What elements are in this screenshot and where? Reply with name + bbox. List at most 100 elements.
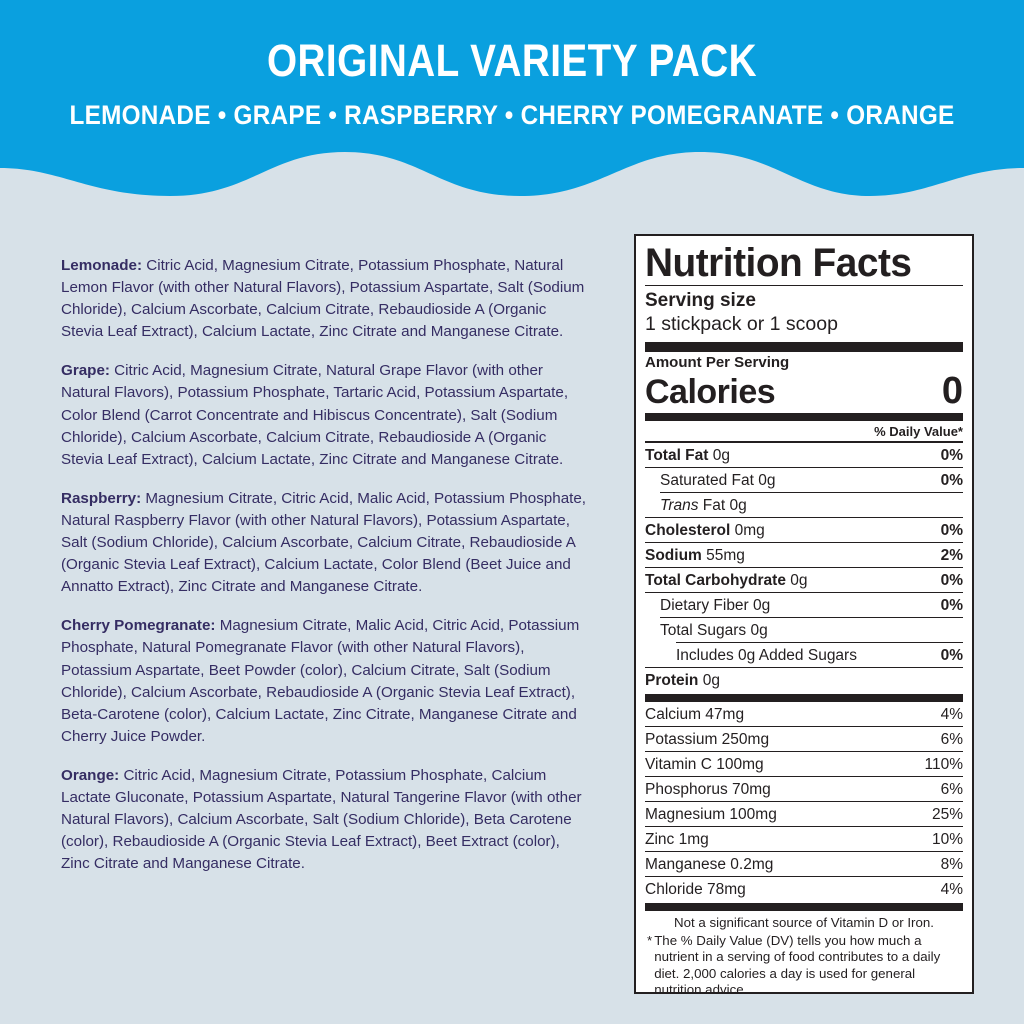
ingredient-flavor-name: Orange: bbox=[61, 766, 120, 784]
divider-under-title bbox=[645, 285, 963, 286]
calories-value: 0 bbox=[941, 370, 963, 412]
divider-thick-footnote bbox=[645, 903, 963, 911]
divider bbox=[645, 567, 963, 568]
footnote-star-symbol: * bbox=[647, 932, 653, 948]
divider-under-dv-header bbox=[645, 441, 963, 443]
ingredient-flavor-name: Lemonade: bbox=[61, 257, 143, 274]
vitamin-dv: 8% bbox=[940, 855, 963, 873]
ingredient-flavor-list: Citric Acid, Magnesium Citrate, Potassiu… bbox=[61, 766, 582, 873]
divider bbox=[645, 801, 963, 802]
amount-per-serving-label: Amount Per Serving bbox=[645, 354, 790, 371]
footnote-not-significant-source: Not a significant source of Vitamin D or… bbox=[674, 915, 934, 930]
vitamin-row-calcium: Calcium 47mg 4% bbox=[645, 702, 963, 726]
nutrient-dv: 0% bbox=[940, 471, 963, 489]
divider bbox=[645, 467, 963, 468]
ingredient-flavor-list: Magnesium Citrate, Malic Acid, Citric Ac… bbox=[61, 617, 580, 745]
nutrient-amount: 0g bbox=[790, 571, 808, 589]
nutrition-facts-title: Nutrition Facts bbox=[645, 241, 912, 285]
nutrient-amount: 0g bbox=[702, 671, 720, 689]
footnote-daily-value-text: The % Daily Value (DV) tells you how muc… bbox=[654, 932, 941, 998]
nutrient-name: Trans bbox=[660, 496, 699, 514]
nutrient-amount: 0g bbox=[753, 596, 771, 614]
vitamin-dv: 4% bbox=[940, 705, 963, 723]
vitamin-dv: 25% bbox=[931, 805, 963, 823]
nutrient-row-dietary-fiber: Dietary Fiber 0g 0% bbox=[645, 593, 963, 617]
vitamin-row-potassium: Potassium 250mg 6% bbox=[645, 727, 963, 751]
calories-label: Calories bbox=[645, 373, 776, 411]
divider-thick-vitamins bbox=[645, 694, 963, 702]
vitamin-row-chloride: Chloride 78mg 4% bbox=[645, 877, 963, 901]
footnote-daily-value: * The % Daily Value (DV) tells you how m… bbox=[645, 932, 963, 999]
vitamin-dv: 4% bbox=[940, 880, 963, 898]
nutrient-name: Includes 0g Added Sugars bbox=[676, 646, 857, 664]
vitamin-row-magnesium: Magnesium 100mg 25% bbox=[645, 802, 963, 826]
ingredients-list: Lemonade: Citric Acid, Magnesium Citrate… bbox=[61, 255, 591, 875]
header-banner: ORIGINAL VARIETY PACK LEMONADE • GRAPE •… bbox=[0, 0, 1024, 210]
nutrient-row-trans-fat: Trans Fat 0g bbox=[645, 493, 963, 517]
nutrient-amount: 0g bbox=[758, 471, 776, 489]
nutrient-name: Total Carbohydrate bbox=[645, 571, 786, 589]
page-title: ORIGINAL VARIETY PACK bbox=[267, 35, 757, 86]
nutrient-amount: 0g bbox=[750, 621, 768, 639]
divider bbox=[645, 726, 963, 727]
ingredient-flavor-name: Grape: bbox=[61, 362, 110, 380]
vitamin-name: Chloride 78mg bbox=[645, 880, 746, 898]
header-wave-shape bbox=[0, 0, 1024, 196]
nutrient-dv: 0% bbox=[940, 571, 963, 589]
nutrient-name: Total Fat bbox=[645, 446, 709, 464]
divider bbox=[645, 751, 963, 752]
divider bbox=[660, 617, 963, 618]
serving-size-value: 1 stickpack or 1 scoop bbox=[645, 313, 838, 335]
nutrition-facts-panel: Nutrition Facts Serving size 1 stickpack… bbox=[634, 234, 974, 997]
nutrient-dv: 0% bbox=[940, 446, 963, 464]
divider bbox=[676, 642, 963, 643]
nutrient-dv: 0% bbox=[940, 646, 963, 664]
nutrient-row-saturated-fat: Saturated Fat 0g 0% bbox=[645, 468, 963, 492]
flavor-list-subtitle: LEMONADE • GRAPE • RASPBERRY • CHERRY PO… bbox=[69, 100, 955, 130]
divider bbox=[645, 592, 963, 593]
divider bbox=[645, 667, 963, 668]
vitamin-dv: 10% bbox=[931, 830, 963, 848]
vitamin-name: Manganese 0.2mg bbox=[645, 855, 774, 873]
divider bbox=[660, 492, 963, 493]
nutrient-dv: 0% bbox=[940, 596, 963, 614]
nutrient-amount: 0g bbox=[712, 446, 730, 464]
vitamin-dv: 6% bbox=[940, 780, 963, 798]
nutrient-row-total-fat: Total Fat 0g 0% bbox=[645, 443, 963, 467]
nutrient-amount: Fat 0g bbox=[702, 496, 747, 514]
ingredient-flavor-list: Magnesium Citrate, Citric Acid, Malic Ac… bbox=[61, 489, 587, 596]
vitamin-name: Potassium 250mg bbox=[645, 730, 770, 748]
nutrient-dv: 0% bbox=[940, 521, 963, 539]
vitamin-name: Vitamin C 100mg bbox=[645, 755, 764, 773]
vitamin-name: Magnesium 100mg bbox=[645, 805, 777, 823]
ingredient-block-orange: Orange: Citric Acid, Magnesium Citrate, … bbox=[61, 765, 591, 875]
vitamin-dv: 6% bbox=[940, 730, 963, 748]
nutrient-row-total-carbohydrate: Total Carbohydrate 0g 0% bbox=[645, 568, 963, 592]
vitamin-row-zinc: Zinc 1mg 10% bbox=[645, 827, 963, 851]
divider bbox=[645, 876, 963, 877]
nutrient-amount: 55mg bbox=[706, 546, 745, 564]
divider bbox=[645, 776, 963, 777]
nutrient-row-sodium: Sodium 55mg 2% bbox=[645, 543, 963, 567]
serving-size-label: Serving size bbox=[645, 290, 756, 311]
ingredient-block-raspberry: Raspberry: Magnesium Citrate, Citric Aci… bbox=[61, 488, 591, 598]
divider bbox=[645, 851, 963, 852]
calories-row: Calories 0 bbox=[645, 372, 963, 411]
divider bbox=[645, 517, 963, 518]
divider-thick-top bbox=[645, 342, 963, 352]
divider bbox=[645, 542, 963, 543]
nutrient-amount: 0mg bbox=[734, 521, 765, 539]
vitamin-name: Phosphorus 70mg bbox=[645, 780, 771, 798]
ingredient-flavor-list: Citric Acid, Magnesium Citrate, Natural … bbox=[61, 362, 569, 468]
ingredient-block-cherry-pomegranate: Cherry Pomegranate: Magnesium Citrate, M… bbox=[61, 615, 591, 748]
vitamin-row-manganese: Manganese 0.2mg 8% bbox=[645, 852, 963, 876]
nutrient-dv: 2% bbox=[940, 546, 963, 564]
vitamin-row-phosphorus: Phosphorus 70mg 6% bbox=[645, 777, 963, 801]
nutrient-name: Sodium bbox=[645, 546, 702, 564]
nutrient-name: Total Sugars bbox=[660, 621, 747, 639]
vitamin-name: Zinc 1mg bbox=[645, 830, 709, 848]
vitamin-row-vitamin-c: Vitamin C 100mg 110% bbox=[645, 752, 963, 776]
nutrient-name: Cholesterol bbox=[645, 521, 731, 539]
nutrient-row-cholesterol: Cholesterol 0mg 0% bbox=[645, 518, 963, 542]
ingredient-block-lemonade: Lemonade: Citric Acid, Magnesium Citrate… bbox=[61, 255, 591, 343]
